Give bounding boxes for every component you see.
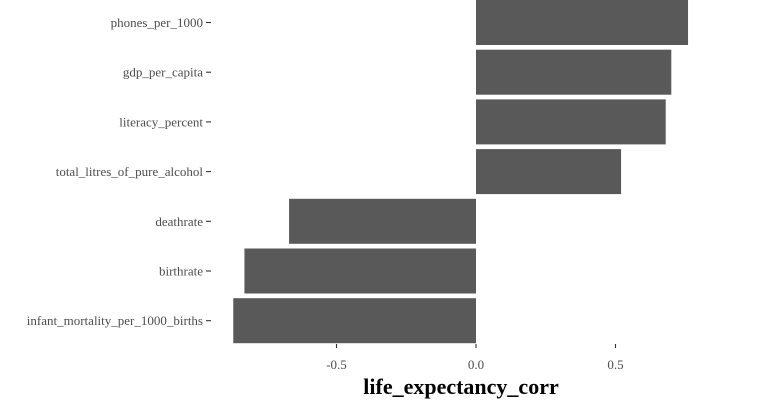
- y-label-birthrate: birthrate: [159, 264, 203, 279]
- y-label-deathrate: deathrate: [155, 214, 203, 229]
- bar-deathrate: [289, 199, 476, 244]
- bar-birthrate: [244, 249, 476, 294]
- x-tick-label-0: -0.5: [326, 357, 347, 372]
- x-ticks-group: -0.5 0.0 0.5: [326, 344, 623, 372]
- x-tick-label-1: 0.0: [468, 357, 484, 372]
- category-labels-group: phones_per_1000 gdp_per_capita literacy_pe…: [27, 15, 211, 328]
- bar-literacy-percent: [476, 99, 666, 144]
- y-label-gdp-per-capita: gdp_per_capita: [123, 65, 203, 80]
- y-label-phones-per-1000: phones_per_1000: [111, 15, 203, 30]
- bar-total-litres-of-pure-alcohol: [476, 149, 621, 194]
- bar-gdp-per-capita: [476, 50, 671, 95]
- x-tick-label-2: 0.5: [607, 357, 623, 372]
- x-axis-title: life_expectancy_corr: [363, 374, 559, 399]
- bar-phones-per-1000: [476, 0, 688, 45]
- y-label-infant-mortality-per-1000-births: infant_mortality_per_1000_births: [27, 313, 203, 328]
- bar-infant-mortality-per-1000-births: [233, 298, 476, 343]
- y-label-total-litres-of-pure-alcohol: total_litres_of_pure_alcohol: [56, 164, 204, 179]
- y-label-literacy-percent: literacy_percent: [119, 114, 203, 129]
- bars-group: [233, 0, 688, 343]
